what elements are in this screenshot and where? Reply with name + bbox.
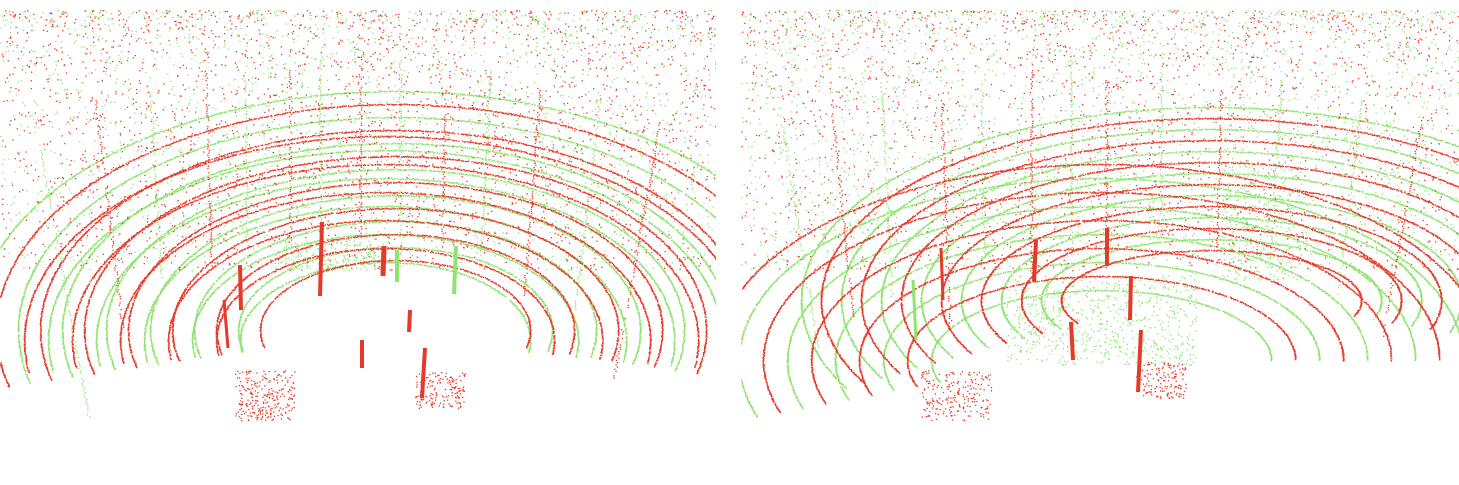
source-points (741, 10, 1459, 422)
highlighted-pole (452, 245, 458, 295)
target-points (741, 10, 1459, 418)
point-cloud-right (741, 10, 1459, 422)
point-cloud-left (0, 10, 716, 422)
highlighted-pole (1136, 329, 1143, 393)
point-cloud-panel-left (0, 0, 716, 450)
highlighted-pole (911, 279, 918, 341)
highlighted-pole (1032, 239, 1038, 283)
highlighted-pole (1128, 275, 1133, 321)
highlighted-pole (1069, 321, 1075, 361)
source-points (0, 10, 716, 422)
highlighted-pole (380, 245, 387, 277)
point-cloud-panel-right (741, 0, 1459, 450)
target-points (0, 10, 716, 418)
highlighted-pole (222, 299, 230, 349)
highlighted-pole (238, 264, 243, 311)
highlighted-pole (939, 247, 945, 301)
highlighted-pole (318, 221, 324, 297)
highlighted-pole (407, 309, 412, 333)
highlighted-pole (420, 347, 427, 399)
